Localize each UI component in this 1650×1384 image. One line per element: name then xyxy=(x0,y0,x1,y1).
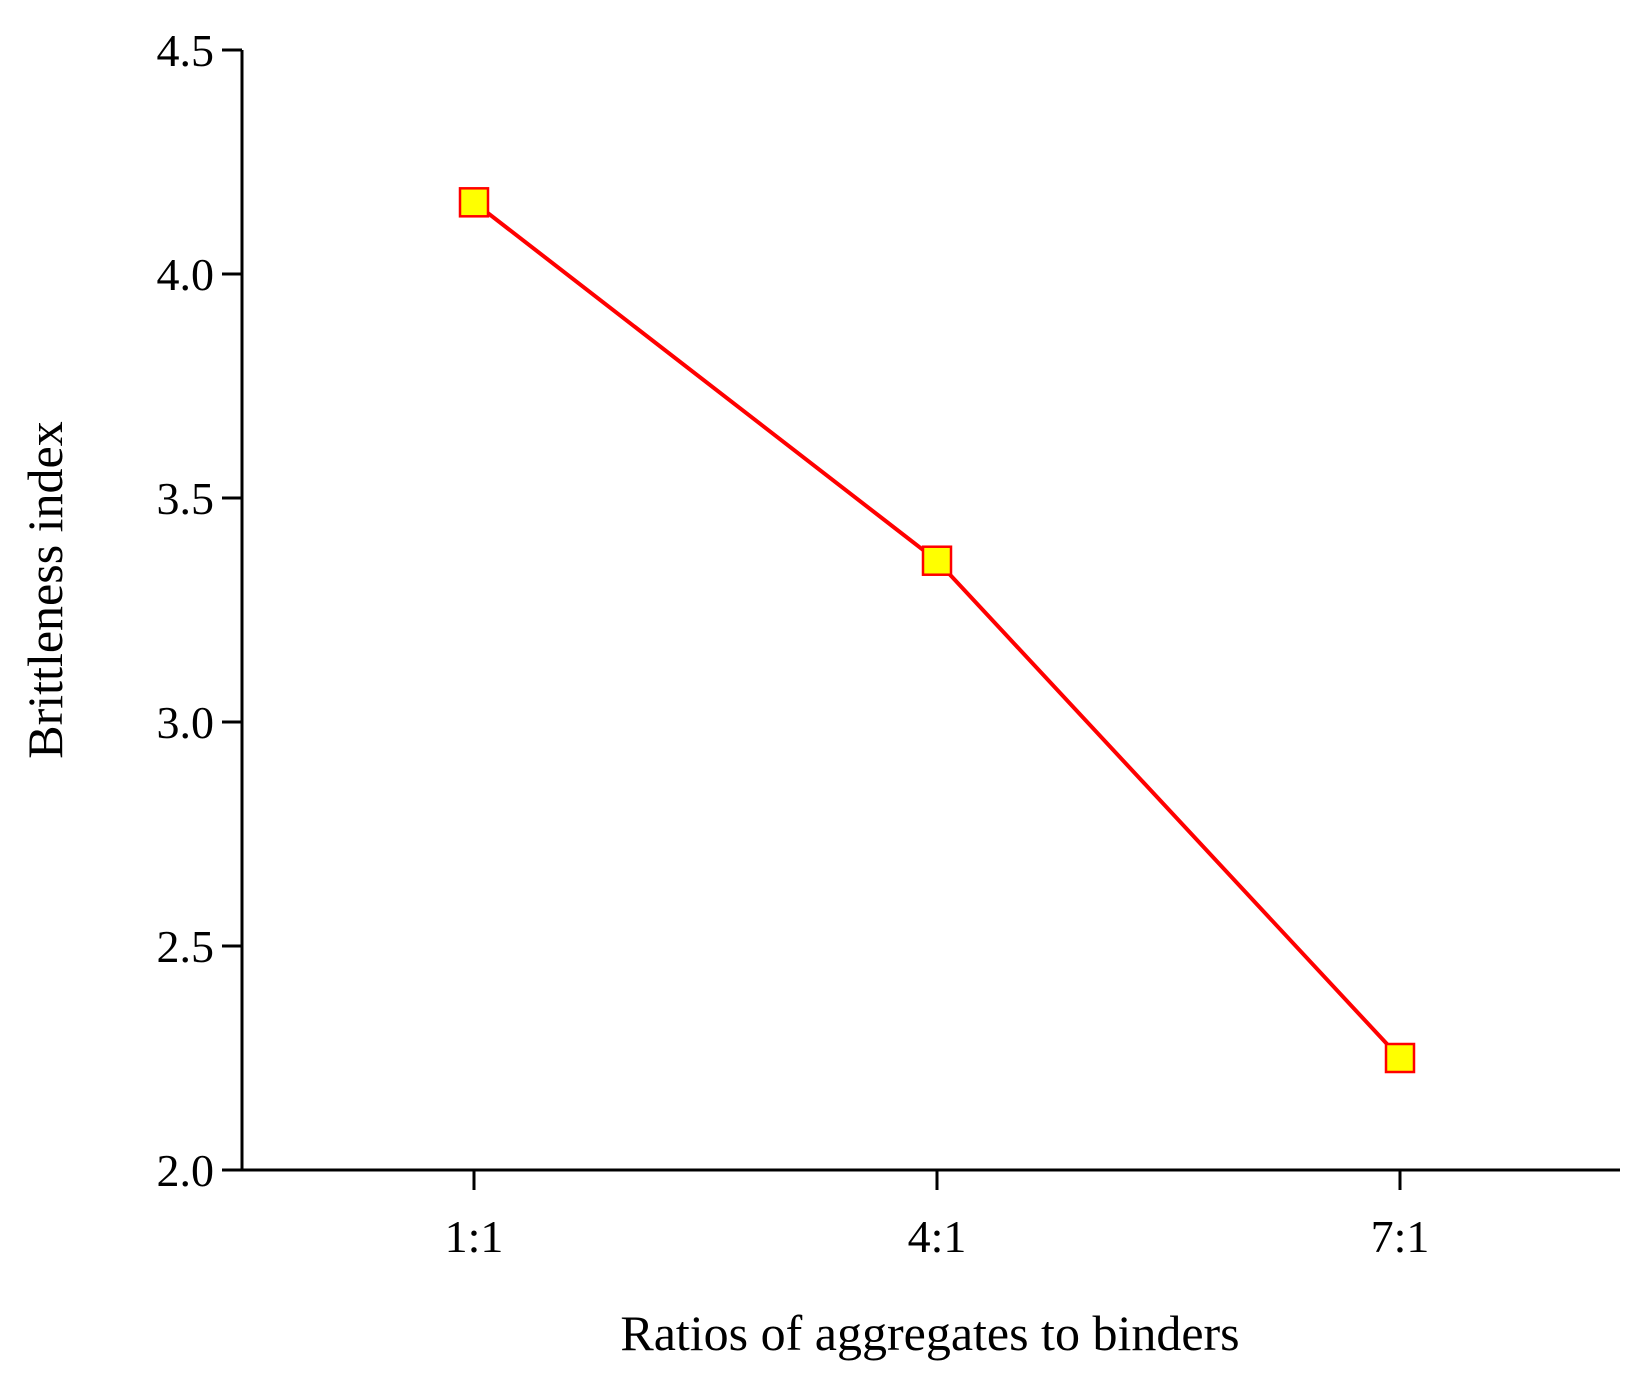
y-tick-label: 2.0 xyxy=(157,1145,215,1196)
y-tick-label: 2.5 xyxy=(157,921,215,972)
data-point-marker xyxy=(1384,1042,1416,1074)
data-point-marker xyxy=(458,187,490,218)
x-axis-title: Ratios of aggregates to binders xyxy=(620,1305,1239,1361)
axes xyxy=(240,50,1620,1172)
y-tick-label: 3.5 xyxy=(157,473,215,524)
series xyxy=(458,187,1416,1074)
x-tick-label: 1:1 xyxy=(445,1211,504,1262)
y-axis-title: Brittleness index xyxy=(17,421,73,758)
x-tick-label: 7:1 xyxy=(1371,1211,1430,1262)
y-tick-label: 3.0 xyxy=(157,697,215,748)
data-point-marker xyxy=(921,545,953,576)
y-tick-label: 4.0 xyxy=(157,249,215,300)
x-ticks: 1:1 4:1 7:1 xyxy=(445,1170,1430,1262)
series-line xyxy=(472,200,1402,1060)
x-tick-label: 4:1 xyxy=(908,1211,967,1262)
y-tick-label: 4.5 xyxy=(157,25,215,76)
y-ticks: 2.0 2.5 3.0 3.5 4.0 4.5 xyxy=(157,25,242,1196)
